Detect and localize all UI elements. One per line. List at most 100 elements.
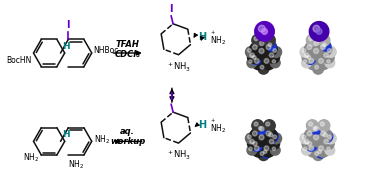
Circle shape	[251, 139, 263, 151]
Circle shape	[266, 131, 271, 136]
Text: H: H	[198, 32, 206, 42]
Circle shape	[258, 63, 269, 74]
Circle shape	[252, 56, 265, 70]
Circle shape	[318, 42, 332, 56]
Circle shape	[313, 135, 319, 140]
Circle shape	[302, 51, 315, 63]
Circle shape	[323, 43, 326, 46]
Circle shape	[254, 59, 259, 63]
Circle shape	[304, 60, 307, 63]
Text: H: H	[62, 42, 70, 51]
Circle shape	[315, 65, 319, 69]
Circle shape	[307, 56, 320, 70]
Circle shape	[316, 29, 322, 34]
Circle shape	[250, 53, 261, 64]
Circle shape	[259, 126, 262, 130]
Circle shape	[319, 59, 324, 63]
Circle shape	[255, 22, 274, 41]
Circle shape	[320, 122, 324, 126]
Circle shape	[308, 122, 313, 126]
Circle shape	[257, 125, 266, 135]
Text: NH$_2$: NH$_2$	[210, 34, 226, 47]
Circle shape	[267, 51, 280, 63]
Circle shape	[262, 29, 268, 34]
Circle shape	[257, 124, 270, 137]
Circle shape	[313, 126, 316, 130]
Circle shape	[318, 34, 330, 46]
Circle shape	[312, 124, 324, 137]
Circle shape	[262, 143, 275, 157]
Text: workup: workup	[110, 137, 145, 146]
Circle shape	[324, 53, 328, 57]
Circle shape	[269, 133, 273, 137]
Circle shape	[318, 120, 330, 132]
Circle shape	[321, 131, 325, 136]
Circle shape	[305, 129, 318, 142]
Circle shape	[263, 42, 277, 56]
Circle shape	[259, 135, 264, 140]
Circle shape	[316, 143, 330, 157]
Circle shape	[322, 137, 334, 150]
Circle shape	[302, 58, 311, 68]
Circle shape	[267, 137, 280, 150]
Circle shape	[253, 45, 257, 50]
Text: $^+$NH$_3$: $^+$NH$_3$	[166, 149, 191, 162]
Circle shape	[248, 137, 260, 150]
Circle shape	[270, 145, 280, 155]
Circle shape	[262, 56, 275, 70]
Text: NH$_2$: NH$_2$	[94, 133, 110, 146]
Text: $^+$: $^+$	[209, 31, 216, 37]
Circle shape	[313, 25, 320, 32]
Circle shape	[271, 47, 282, 57]
Circle shape	[248, 51, 260, 63]
Circle shape	[307, 45, 312, 50]
Circle shape	[325, 133, 336, 144]
Circle shape	[272, 147, 276, 151]
Circle shape	[307, 34, 318, 46]
Circle shape	[250, 129, 263, 142]
Circle shape	[263, 129, 277, 142]
Circle shape	[324, 139, 328, 144]
Circle shape	[321, 41, 331, 51]
Circle shape	[252, 34, 263, 46]
Circle shape	[314, 41, 319, 46]
Circle shape	[264, 59, 269, 63]
Circle shape	[269, 53, 274, 57]
Circle shape	[307, 120, 318, 132]
Text: $^+$NH$_3$: $^+$NH$_3$	[166, 61, 191, 74]
Text: I: I	[169, 4, 173, 14]
Circle shape	[268, 43, 272, 46]
Circle shape	[311, 46, 325, 60]
Circle shape	[304, 139, 309, 144]
Circle shape	[250, 139, 254, 144]
Circle shape	[305, 53, 316, 64]
Text: NH$_2$: NH$_2$	[23, 151, 40, 164]
Circle shape	[266, 130, 278, 142]
Circle shape	[249, 147, 252, 151]
Text: aq.: aq.	[120, 128, 135, 137]
Circle shape	[309, 22, 329, 41]
Circle shape	[259, 48, 264, 53]
Circle shape	[321, 45, 325, 50]
Circle shape	[305, 42, 318, 56]
Text: H: H	[198, 120, 206, 130]
Circle shape	[250, 53, 254, 57]
Circle shape	[302, 49, 306, 52]
Circle shape	[249, 60, 252, 63]
Circle shape	[323, 133, 327, 137]
Text: NHBoc: NHBoc	[94, 46, 119, 55]
Circle shape	[272, 60, 276, 63]
Circle shape	[302, 145, 311, 155]
Circle shape	[253, 142, 257, 146]
Circle shape	[318, 150, 321, 154]
Circle shape	[256, 132, 271, 147]
Circle shape	[302, 135, 306, 139]
Circle shape	[263, 34, 275, 46]
Circle shape	[250, 42, 263, 56]
Circle shape	[247, 58, 257, 68]
Circle shape	[271, 133, 282, 144]
Circle shape	[311, 132, 325, 147]
Circle shape	[269, 139, 274, 144]
Circle shape	[273, 49, 277, 52]
Circle shape	[253, 131, 257, 136]
